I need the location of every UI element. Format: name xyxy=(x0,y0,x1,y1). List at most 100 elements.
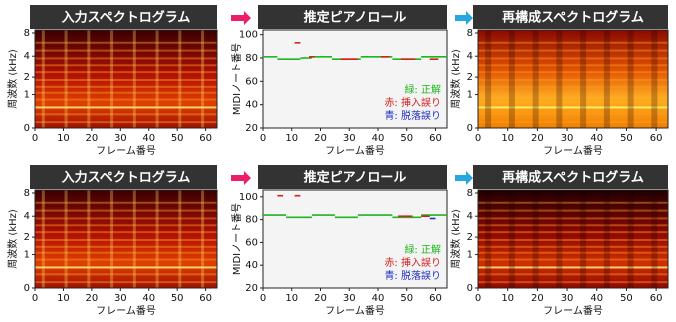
onset-band xyxy=(509,30,515,128)
harmonic-band xyxy=(478,42,668,44)
x-tick-label: 40 xyxy=(590,293,603,304)
legend-entry: 緑: 正解 xyxy=(404,83,441,96)
x-tick-label: 20 xyxy=(531,293,544,304)
onset-band xyxy=(604,190,610,288)
harmonic-band xyxy=(478,246,668,248)
harmonic-band xyxy=(478,92,668,94)
onset-band xyxy=(87,30,90,128)
x-tick-label: 0 xyxy=(475,293,481,304)
harmonic-band xyxy=(478,217,668,219)
y-tick-label: 60 xyxy=(245,76,258,87)
x-tick-label: 10 xyxy=(501,293,514,304)
y-tick-label: 80 xyxy=(245,215,258,226)
harmonic-band xyxy=(478,106,668,108)
onset-band xyxy=(485,30,491,128)
harmonic-band xyxy=(478,57,668,59)
x-tick-label: 40 xyxy=(372,293,385,304)
y-axis-label: MIDIノート番号 xyxy=(231,43,243,115)
x-tick-label: 60 xyxy=(429,133,442,144)
y-tick-label: 1 xyxy=(24,250,30,261)
onset-band xyxy=(110,30,113,128)
harmonic-band xyxy=(35,252,217,254)
onset-band xyxy=(65,30,68,128)
y-tick-label: 0 xyxy=(467,283,473,294)
x-tick-label: 40 xyxy=(142,133,155,144)
y-axis-label: 周波数 (kHz) xyxy=(449,49,462,109)
onset-band xyxy=(556,30,562,128)
harmonic-band xyxy=(478,121,668,123)
x-tick-label: 10 xyxy=(57,293,70,304)
x-tick-label: 0 xyxy=(32,133,38,144)
y-tick-label: 4 xyxy=(24,211,30,222)
harmonic-band xyxy=(35,239,217,241)
harmonic-band xyxy=(478,224,668,226)
onset-band xyxy=(556,190,562,288)
y-tick-label: 40 xyxy=(245,260,258,271)
harmonic-band xyxy=(35,92,217,94)
onset-band xyxy=(628,30,634,128)
legend-entry: 青: 脱落誤り xyxy=(384,269,441,282)
x-tick-label: 60 xyxy=(199,293,212,304)
onset-band xyxy=(133,190,136,288)
x-tick-label: 20 xyxy=(314,133,327,144)
onset-band xyxy=(509,190,515,288)
harmonic-band xyxy=(35,273,217,275)
x-tick-label: 0 xyxy=(475,133,481,144)
harmonic-band xyxy=(478,252,668,254)
x-tick-label: 50 xyxy=(400,133,413,144)
harmonic-band xyxy=(478,239,668,241)
x-tick-label: 30 xyxy=(343,293,356,304)
y-tick-label: 8 xyxy=(467,28,473,39)
x-tick-label: 50 xyxy=(620,133,633,144)
legend-entry: 赤: 挿入誤り xyxy=(384,256,441,269)
x-tick-label: 50 xyxy=(620,293,633,304)
panel-title: 推定ピアノロール xyxy=(304,10,407,26)
x-axis-label: フレーム番号 xyxy=(543,145,603,157)
harmonic-band xyxy=(478,273,668,275)
onset-band xyxy=(42,190,45,288)
harmonic-band xyxy=(35,79,217,81)
panel-title: 入力スペクトログラム xyxy=(62,170,191,186)
y-tick-label: 2 xyxy=(24,232,30,243)
harmonic-band xyxy=(35,113,217,115)
harmonic-band xyxy=(478,210,668,212)
x-tick-label: 40 xyxy=(142,293,155,304)
onset-band xyxy=(651,190,657,288)
onset-band xyxy=(42,30,45,128)
onset-band xyxy=(201,190,204,288)
y-tick-label: 100 xyxy=(239,30,258,41)
harmonic-band xyxy=(478,64,668,66)
onset-band xyxy=(651,30,657,128)
onset-band xyxy=(178,190,181,288)
x-tick-label: 50 xyxy=(400,293,413,304)
x-tick-label: 10 xyxy=(501,133,514,144)
onset-band xyxy=(201,30,204,128)
onset-band xyxy=(156,30,159,128)
harmonic-band xyxy=(35,64,217,66)
harmonic-band xyxy=(478,50,668,52)
harmonic-band xyxy=(35,281,217,283)
x-tick-label: 0 xyxy=(260,293,266,304)
y-tick-label: 2 xyxy=(467,232,473,243)
harmonic-band xyxy=(35,210,217,212)
onset-band xyxy=(178,30,181,128)
figure: 入力スペクトログラム010203040506001248フレーム番号周波数 (k… xyxy=(0,0,676,322)
x-axis-label: フレーム番号 xyxy=(325,305,385,317)
y-tick-label: 0 xyxy=(24,123,30,134)
y-axis-label: 周波数 (kHz) xyxy=(449,209,462,269)
legend-entry: 赤: 挿入誤り xyxy=(384,96,441,109)
y-tick-label: 80 xyxy=(245,53,258,64)
x-tick-label: 60 xyxy=(650,133,663,144)
y-tick-label: 0 xyxy=(467,123,473,134)
harmonic-band xyxy=(35,217,217,219)
x-tick-label: 0 xyxy=(260,133,266,144)
y-axis-label: MIDIノート番号 xyxy=(231,203,243,275)
y-tick-label: 4 xyxy=(467,211,473,222)
x-tick-label: 30 xyxy=(343,133,356,144)
panel-title: 再構成スペクトログラム xyxy=(502,10,644,26)
x-tick-label: 20 xyxy=(86,293,99,304)
y-tick-label: 1 xyxy=(24,90,30,101)
y-axis-label: 周波数 (kHz) xyxy=(6,49,19,109)
harmonic-band xyxy=(35,246,217,248)
x-tick-label: 10 xyxy=(285,133,298,144)
